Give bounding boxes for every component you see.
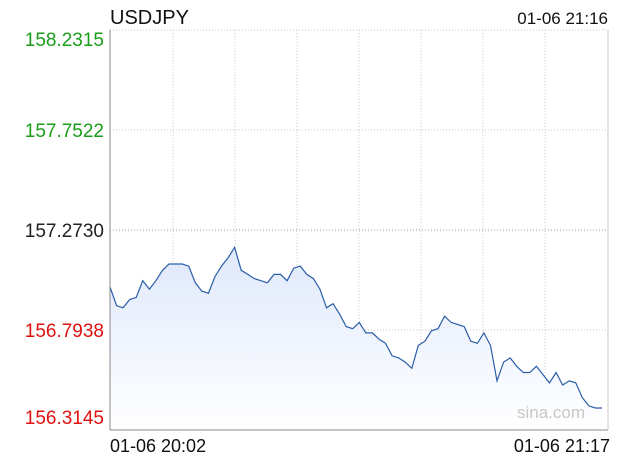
- watermark: sina.com: [517, 403, 585, 422]
- x-axis-tick-labels: 01-06 20:02 01-06 21:17: [110, 436, 610, 456]
- y-tick-label: 158.2315: [25, 30, 104, 51]
- y-tick-label: 156.7938: [25, 321, 104, 342]
- y-tick-label: 157.2730: [25, 221, 104, 242]
- price-area-fill: [110, 247, 602, 430]
- last-update-timestamp: 01-06 21:16: [517, 9, 608, 28]
- symbol-title: USDJPY: [110, 7, 189, 29]
- y-axis-tick-labels: 158.2315 157.7522 157.2730 156.7938 156.3145: [25, 30, 104, 429]
- x-tick-label: 01-06 20:02: [110, 436, 206, 456]
- y-tick-label: 157.7522: [25, 121, 104, 142]
- plot-frame: [109, 30, 609, 431]
- price-line: [109, 245, 602, 409]
- y-tick-label: 156.3145: [25, 408, 104, 429]
- x-tick-label: 01-06 21:17: [514, 436, 610, 456]
